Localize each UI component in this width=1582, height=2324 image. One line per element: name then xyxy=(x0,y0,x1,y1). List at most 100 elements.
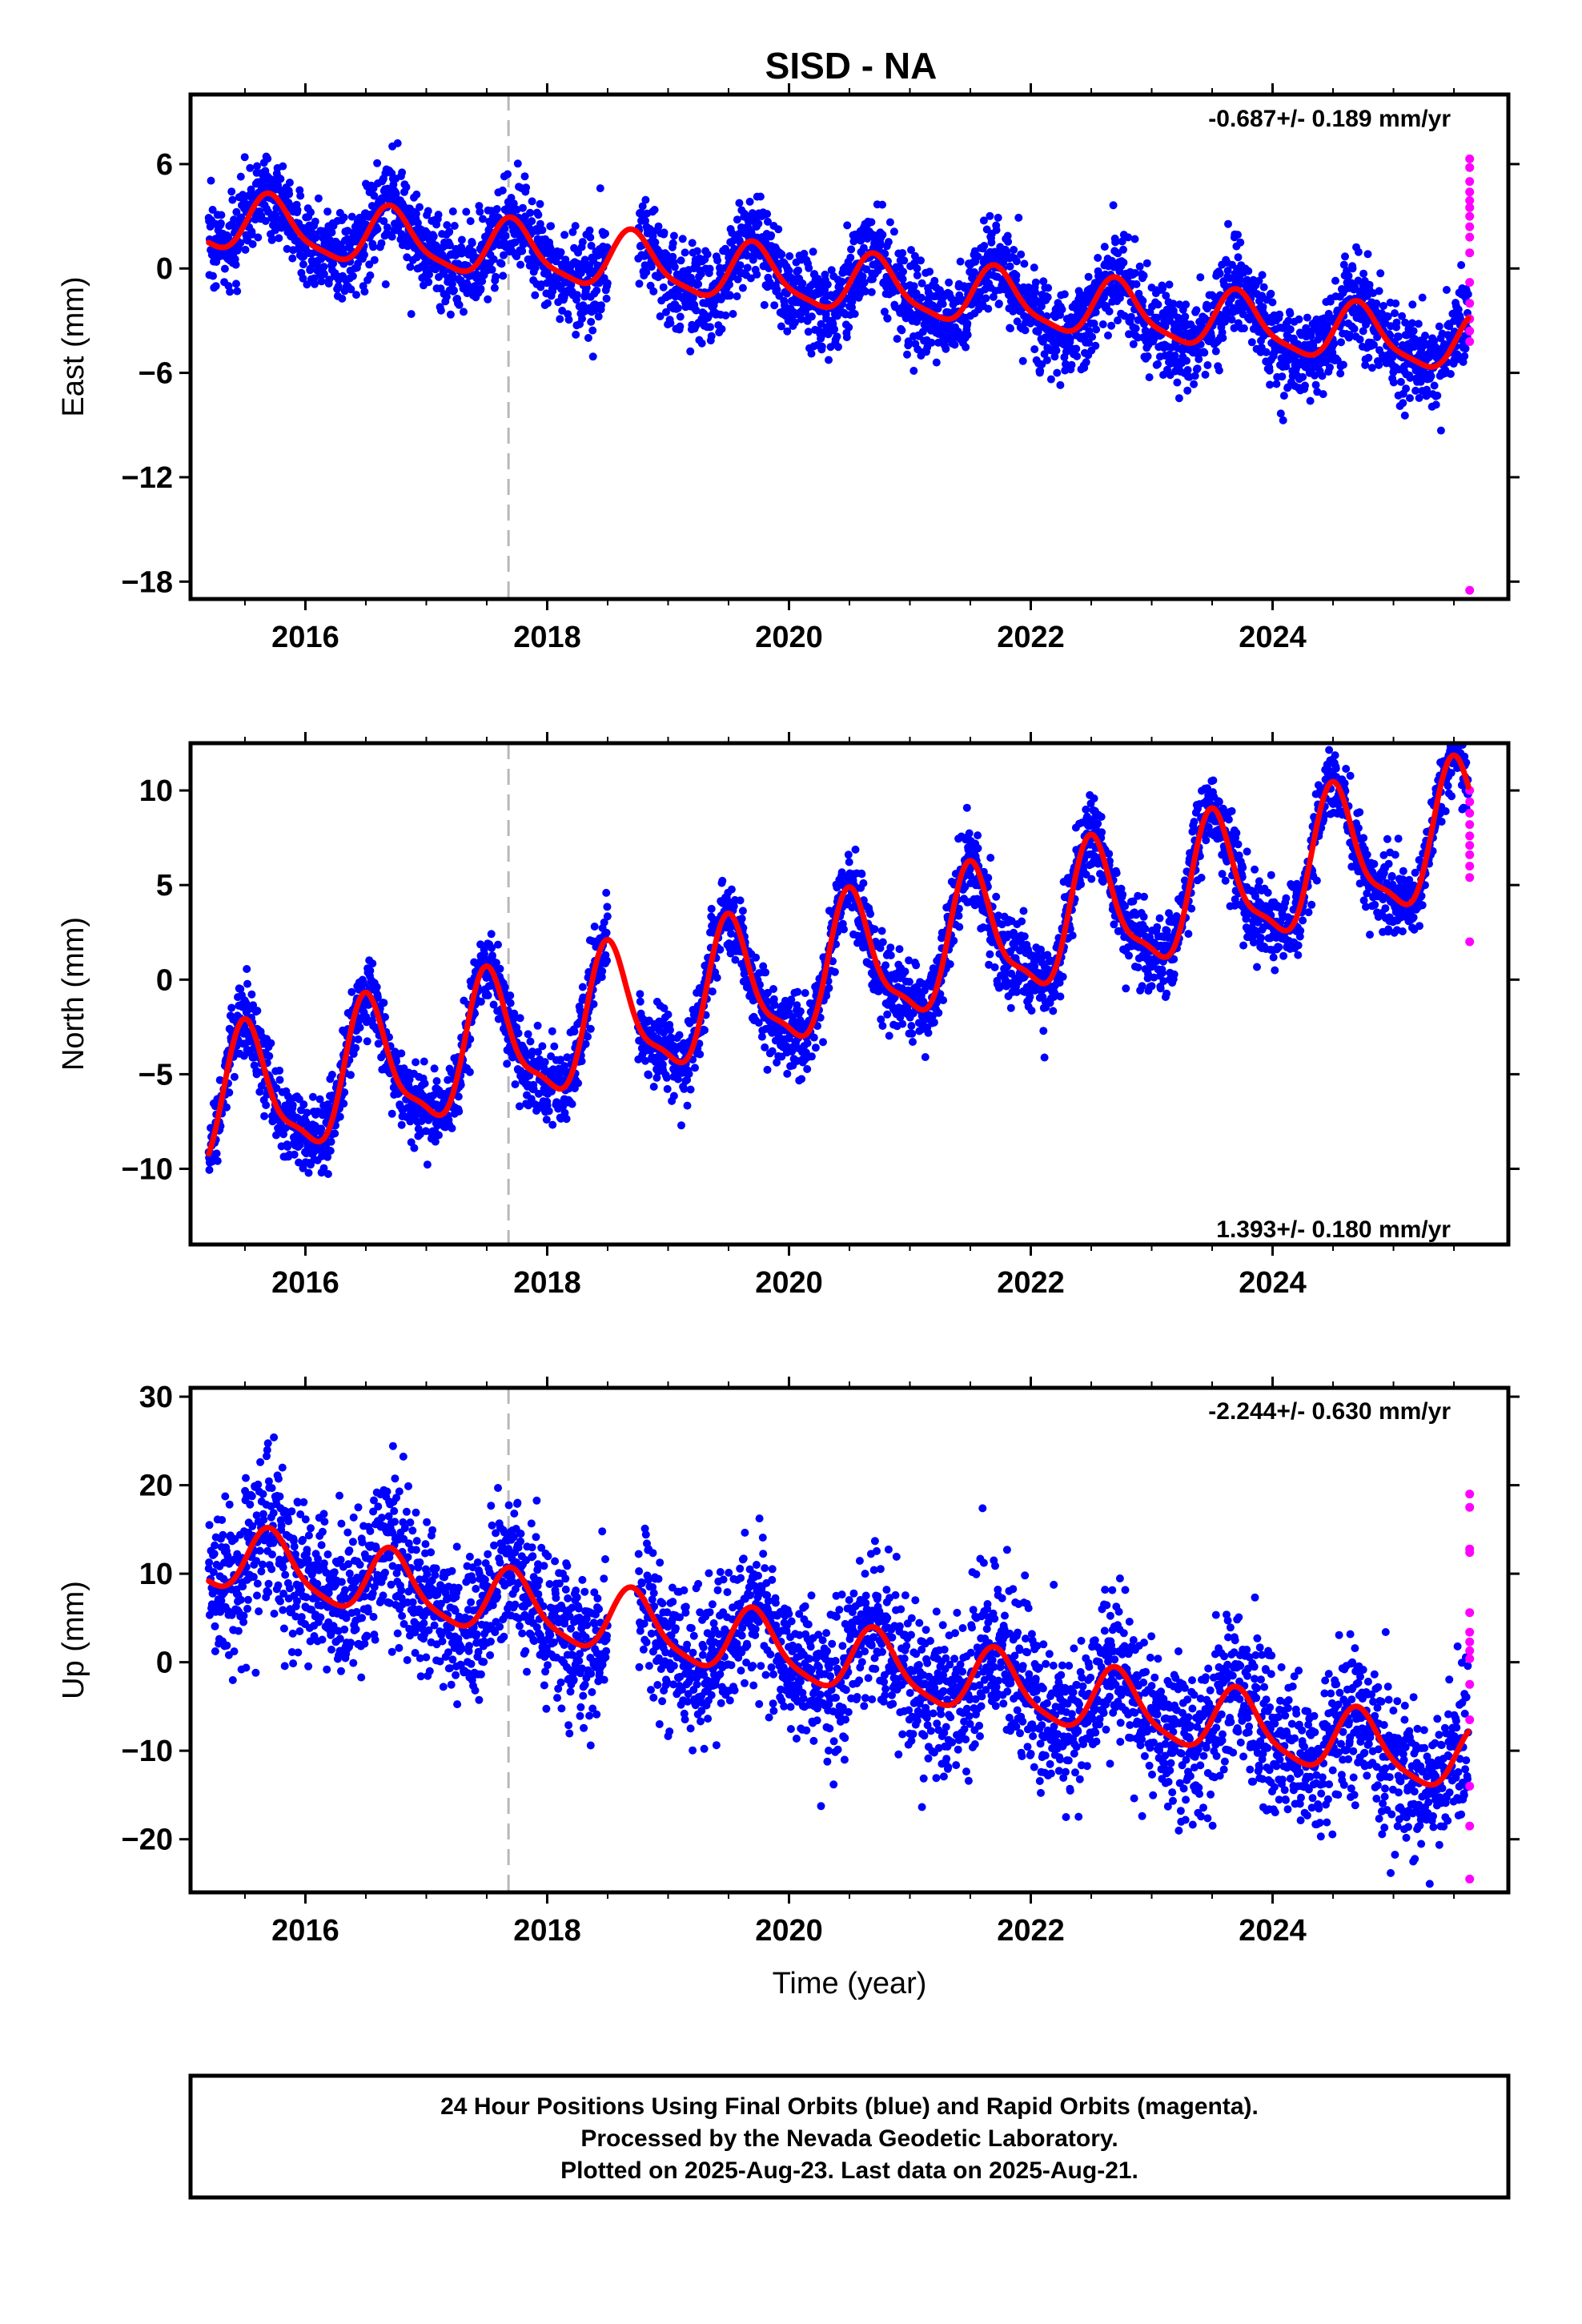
final-orbit-point xyxy=(369,243,378,251)
final-orbit-point xyxy=(898,275,907,283)
final-orbit-point xyxy=(304,1168,313,1177)
final-orbit-point xyxy=(445,227,454,236)
final-orbit-point xyxy=(572,291,581,300)
final-orbit-point xyxy=(348,271,357,280)
east-y-tick-label: −12 xyxy=(122,461,173,495)
final-orbit-point xyxy=(1084,272,1093,281)
final-orbit-point xyxy=(1361,360,1370,369)
final-orbit-point xyxy=(365,260,374,269)
final-orbit-point xyxy=(1399,399,1407,408)
final-orbit-point xyxy=(883,314,892,323)
final-orbit-point xyxy=(1118,237,1126,246)
final-orbit-point xyxy=(1348,264,1357,273)
final-orbit-point xyxy=(538,1042,547,1051)
final-orbit-point xyxy=(1422,392,1431,400)
final-orbit-point xyxy=(373,159,382,167)
rapid-orbit-point xyxy=(1465,337,1475,346)
final-orbit-point xyxy=(1135,262,1144,271)
final-orbit-point xyxy=(889,227,898,236)
final-orbit-point xyxy=(825,356,833,364)
east-x-tick-label: 2018 xyxy=(513,621,581,654)
final-orbit-point xyxy=(1111,238,1120,247)
final-orbit-point xyxy=(703,250,712,259)
final-orbit-point xyxy=(217,211,226,219)
final-orbit-point xyxy=(381,280,390,288)
final-orbit-point xyxy=(1435,322,1443,331)
final-orbit-point xyxy=(267,1039,275,1047)
final-orbit-point xyxy=(562,1115,571,1124)
final-orbit-point xyxy=(817,342,826,351)
final-orbit-point xyxy=(489,255,498,263)
final-orbit-point xyxy=(986,211,994,220)
final-orbit-point xyxy=(834,343,842,352)
final-orbit-point xyxy=(1142,259,1151,267)
final-orbit-point xyxy=(372,983,381,991)
final-orbit-point xyxy=(1331,276,1339,285)
final-orbit-point xyxy=(387,232,396,241)
east-y-tick-label: 6 xyxy=(156,148,173,182)
final-orbit-point xyxy=(1299,372,1307,381)
final-orbit-point xyxy=(279,1130,288,1139)
final-orbit-point xyxy=(707,332,716,340)
final-orbit-point xyxy=(1236,238,1245,247)
final-orbit-point xyxy=(303,280,311,289)
final-orbit-point xyxy=(209,271,217,280)
final-orbit-point xyxy=(223,1103,231,1112)
final-orbit-point xyxy=(987,238,996,247)
final-orbit-point xyxy=(285,190,294,199)
final-orbit-point xyxy=(568,227,577,236)
final-orbit-point xyxy=(1031,278,1040,287)
final-orbit-point xyxy=(296,191,305,200)
final-orbit-point xyxy=(476,997,485,1006)
final-orbit-point xyxy=(1326,363,1334,372)
final-orbit-point xyxy=(602,888,611,897)
final-orbit-point xyxy=(685,1070,693,1078)
final-orbit-point xyxy=(455,300,464,309)
final-orbit-point xyxy=(635,279,644,288)
final-orbit-point xyxy=(1040,350,1049,359)
final-orbit-point xyxy=(1052,346,1061,355)
final-orbit-point xyxy=(347,1071,355,1080)
rapid-orbit-point xyxy=(1465,278,1475,287)
east-x-tick-label: 2020 xyxy=(755,621,823,654)
final-orbit-point xyxy=(669,1092,678,1100)
final-orbit-point xyxy=(497,259,506,268)
final-orbit-point xyxy=(950,340,959,349)
final-orbit-point xyxy=(1036,367,1045,375)
final-orbit-point xyxy=(1354,247,1363,256)
final-orbit-point xyxy=(516,260,525,269)
final-orbit-point xyxy=(478,277,487,286)
final-orbit-point xyxy=(397,1049,406,1058)
final-orbit-point xyxy=(994,213,1002,222)
final-orbit-point xyxy=(843,221,852,230)
final-orbit-point xyxy=(448,1124,456,1132)
final-orbit-point xyxy=(585,226,594,235)
final-orbit-point xyxy=(366,271,375,279)
final-orbit-point xyxy=(1203,304,1211,313)
final-orbit-point xyxy=(662,308,670,316)
final-orbit-point xyxy=(1050,352,1059,361)
east-y-tick-label: 0 xyxy=(156,252,173,286)
final-orbit-point xyxy=(738,283,747,292)
final-orbit-point xyxy=(548,1027,556,1035)
final-orbit-point xyxy=(688,239,697,247)
final-orbit-point xyxy=(275,1076,284,1084)
final-orbit-point xyxy=(436,306,445,315)
final-orbit-point xyxy=(311,217,319,226)
final-orbit-point xyxy=(1092,325,1101,334)
final-orbit-point xyxy=(884,238,893,247)
final-orbit-point xyxy=(484,295,492,304)
final-orbit-point xyxy=(1294,340,1303,348)
final-orbit-point xyxy=(236,239,245,247)
final-orbit-point xyxy=(492,205,501,213)
final-orbit-point xyxy=(677,256,685,265)
final-orbit-point xyxy=(735,199,744,207)
final-orbit-point xyxy=(992,226,1001,235)
final-orbit-point xyxy=(279,162,287,171)
final-orbit-point xyxy=(1301,381,1309,390)
final-orbit-point xyxy=(391,1047,400,1056)
final-orbit-point xyxy=(226,287,235,296)
final-orbit-point xyxy=(807,349,816,358)
final-orbit-point xyxy=(381,1013,389,1021)
final-orbit-point xyxy=(859,243,868,252)
